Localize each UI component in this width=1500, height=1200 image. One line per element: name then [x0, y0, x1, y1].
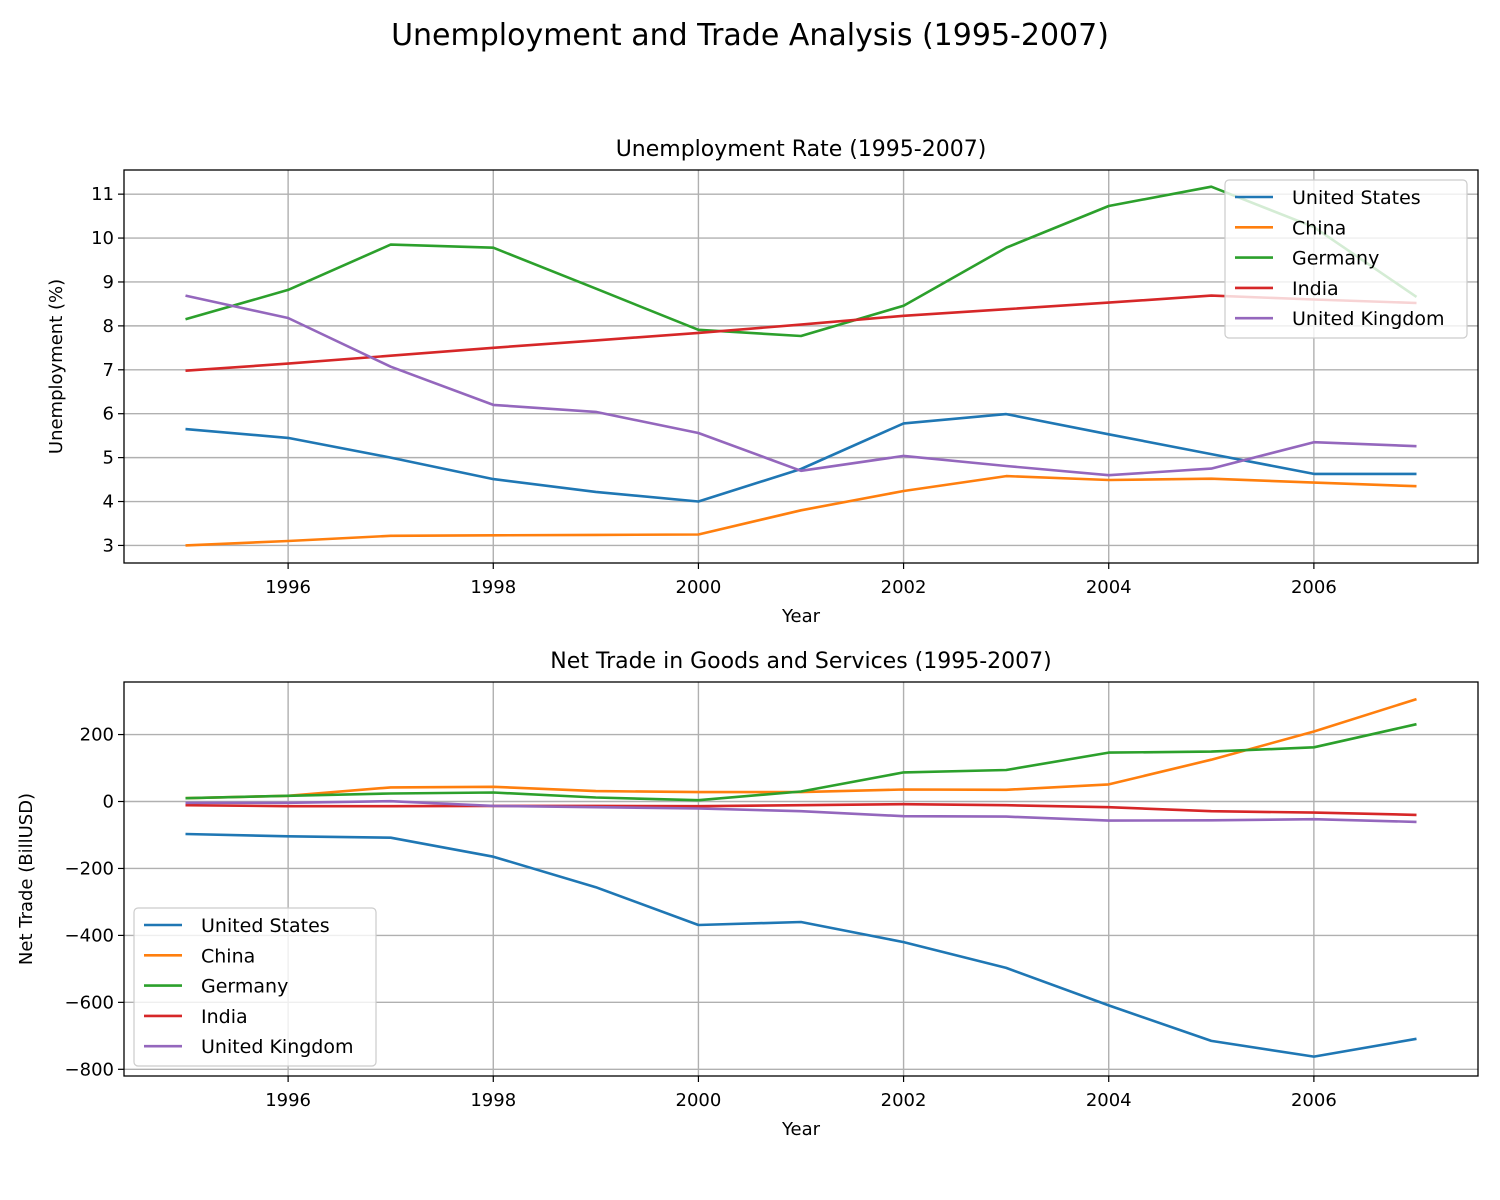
- panel-2-series-germany: [185, 722, 1417, 802]
- panel-1-legend-label-india: India: [1292, 278, 1339, 300]
- panel-2-series-india: [185, 802, 1417, 817]
- panel-2-title: Net Trade in Goods and Services (1995-20…: [550, 649, 1052, 674]
- panel-1-legend-label-united-states: United States: [1292, 187, 1421, 209]
- panel-1-series-united-kingdom: [185, 294, 1417, 477]
- panel-1-series-india: [185, 294, 1417, 372]
- panel-1-xtick-label-1996: 1996: [265, 577, 311, 598]
- panel-2-ylabel: Net Trade (BillUSD): [16, 793, 37, 965]
- panel-2-legend-label-india: India: [201, 1006, 248, 1028]
- panel-1-series-china: [185, 474, 1417, 547]
- panel-2-xtick-label-1998: 1998: [470, 1090, 516, 1111]
- panel-1-frame: [123, 169, 1479, 564]
- panel-1-xlabel: Year: [781, 606, 821, 627]
- panel-1-legend-label-united-kingdom: United Kingdom: [1292, 308, 1445, 330]
- panel-2-xtick-label-1996: 1996: [265, 1090, 311, 1111]
- panel-1-title: Unemployment Rate (1995-2007): [616, 137, 987, 162]
- panel-2-ytick-label-4: −600: [65, 992, 114, 1013]
- panel-2-legend-label-germany: Germany: [201, 976, 288, 998]
- panel-1-legend-box: [1224, 179, 1468, 339]
- panel-1-series-united-states: [185, 412, 1417, 503]
- panel-2-ytick-label-5: −800: [65, 1059, 114, 1080]
- panel-2-legend-label-united-kingdom: United Kingdom: [201, 1036, 354, 1058]
- panel-1-xtick-label-2004: 2004: [1086, 577, 1132, 598]
- panel-1-ytick-label-5: 8: [103, 316, 114, 337]
- panel-1-ytick-label-2: 5: [103, 448, 114, 469]
- panel-1-ytick-label-1: 4: [103, 492, 114, 513]
- panel-2-series-china: [185, 697, 1417, 800]
- panel-1-legend-label-germany: Germany: [1292, 248, 1379, 270]
- panel-1-xtick-label-1998: 1998: [470, 577, 516, 598]
- panel-1-xtick-label-2006: 2006: [1291, 577, 1337, 598]
- panel-1-ytick-label-7: 10: [91, 228, 114, 249]
- panel-1-ytick-label-4: 7: [103, 360, 114, 381]
- panel-1-legend-label-china: China: [1292, 217, 1346, 239]
- panel-2-ytick-label-2: −200: [65, 858, 114, 879]
- panel-2-ytick-label-3: −400: [65, 925, 114, 946]
- panel-2-xtick-label-2000: 2000: [676, 1090, 722, 1111]
- panel-1-ytick-label-6: 9: [103, 272, 114, 293]
- panel-2-series-united-kingdom: [185, 799, 1417, 824]
- panel-2-xtick-label-2006: 2006: [1291, 1090, 1337, 1111]
- panel-1-ytick-label-3: 6: [103, 404, 114, 425]
- panel-2-series-united-states: [185, 832, 1417, 1058]
- panel-1-ytick-label-0: 3: [103, 535, 114, 556]
- figure-title: Unemployment and Trade Analysis (1995-20…: [391, 18, 1109, 53]
- panel-2-frame: [123, 681, 1479, 1077]
- panel-2-legend-label-china: China: [201, 945, 255, 967]
- panel-2-ytick-label-1: 0: [103, 792, 114, 813]
- panel-2-ytick-label-0: 200: [80, 725, 114, 746]
- panel-2-legend-box: [133, 907, 377, 1067]
- panel-1-xtick-label-2002: 2002: [881, 577, 927, 598]
- panel-2-legend-label-united-states: United States: [201, 915, 330, 937]
- panel-2-xtick-label-2004: 2004: [1086, 1090, 1132, 1111]
- panel-2-xtick-label-2002: 2002: [881, 1090, 927, 1111]
- panel-1-ylabel: Unemployment (%): [46, 279, 67, 454]
- panel-1-ytick-label-8: 11: [91, 184, 114, 205]
- panel-2-xlabel: Year: [781, 1119, 821, 1140]
- panel-1-series-germany: [185, 185, 1418, 338]
- panel-1-xtick-label-2000: 2000: [676, 577, 722, 598]
